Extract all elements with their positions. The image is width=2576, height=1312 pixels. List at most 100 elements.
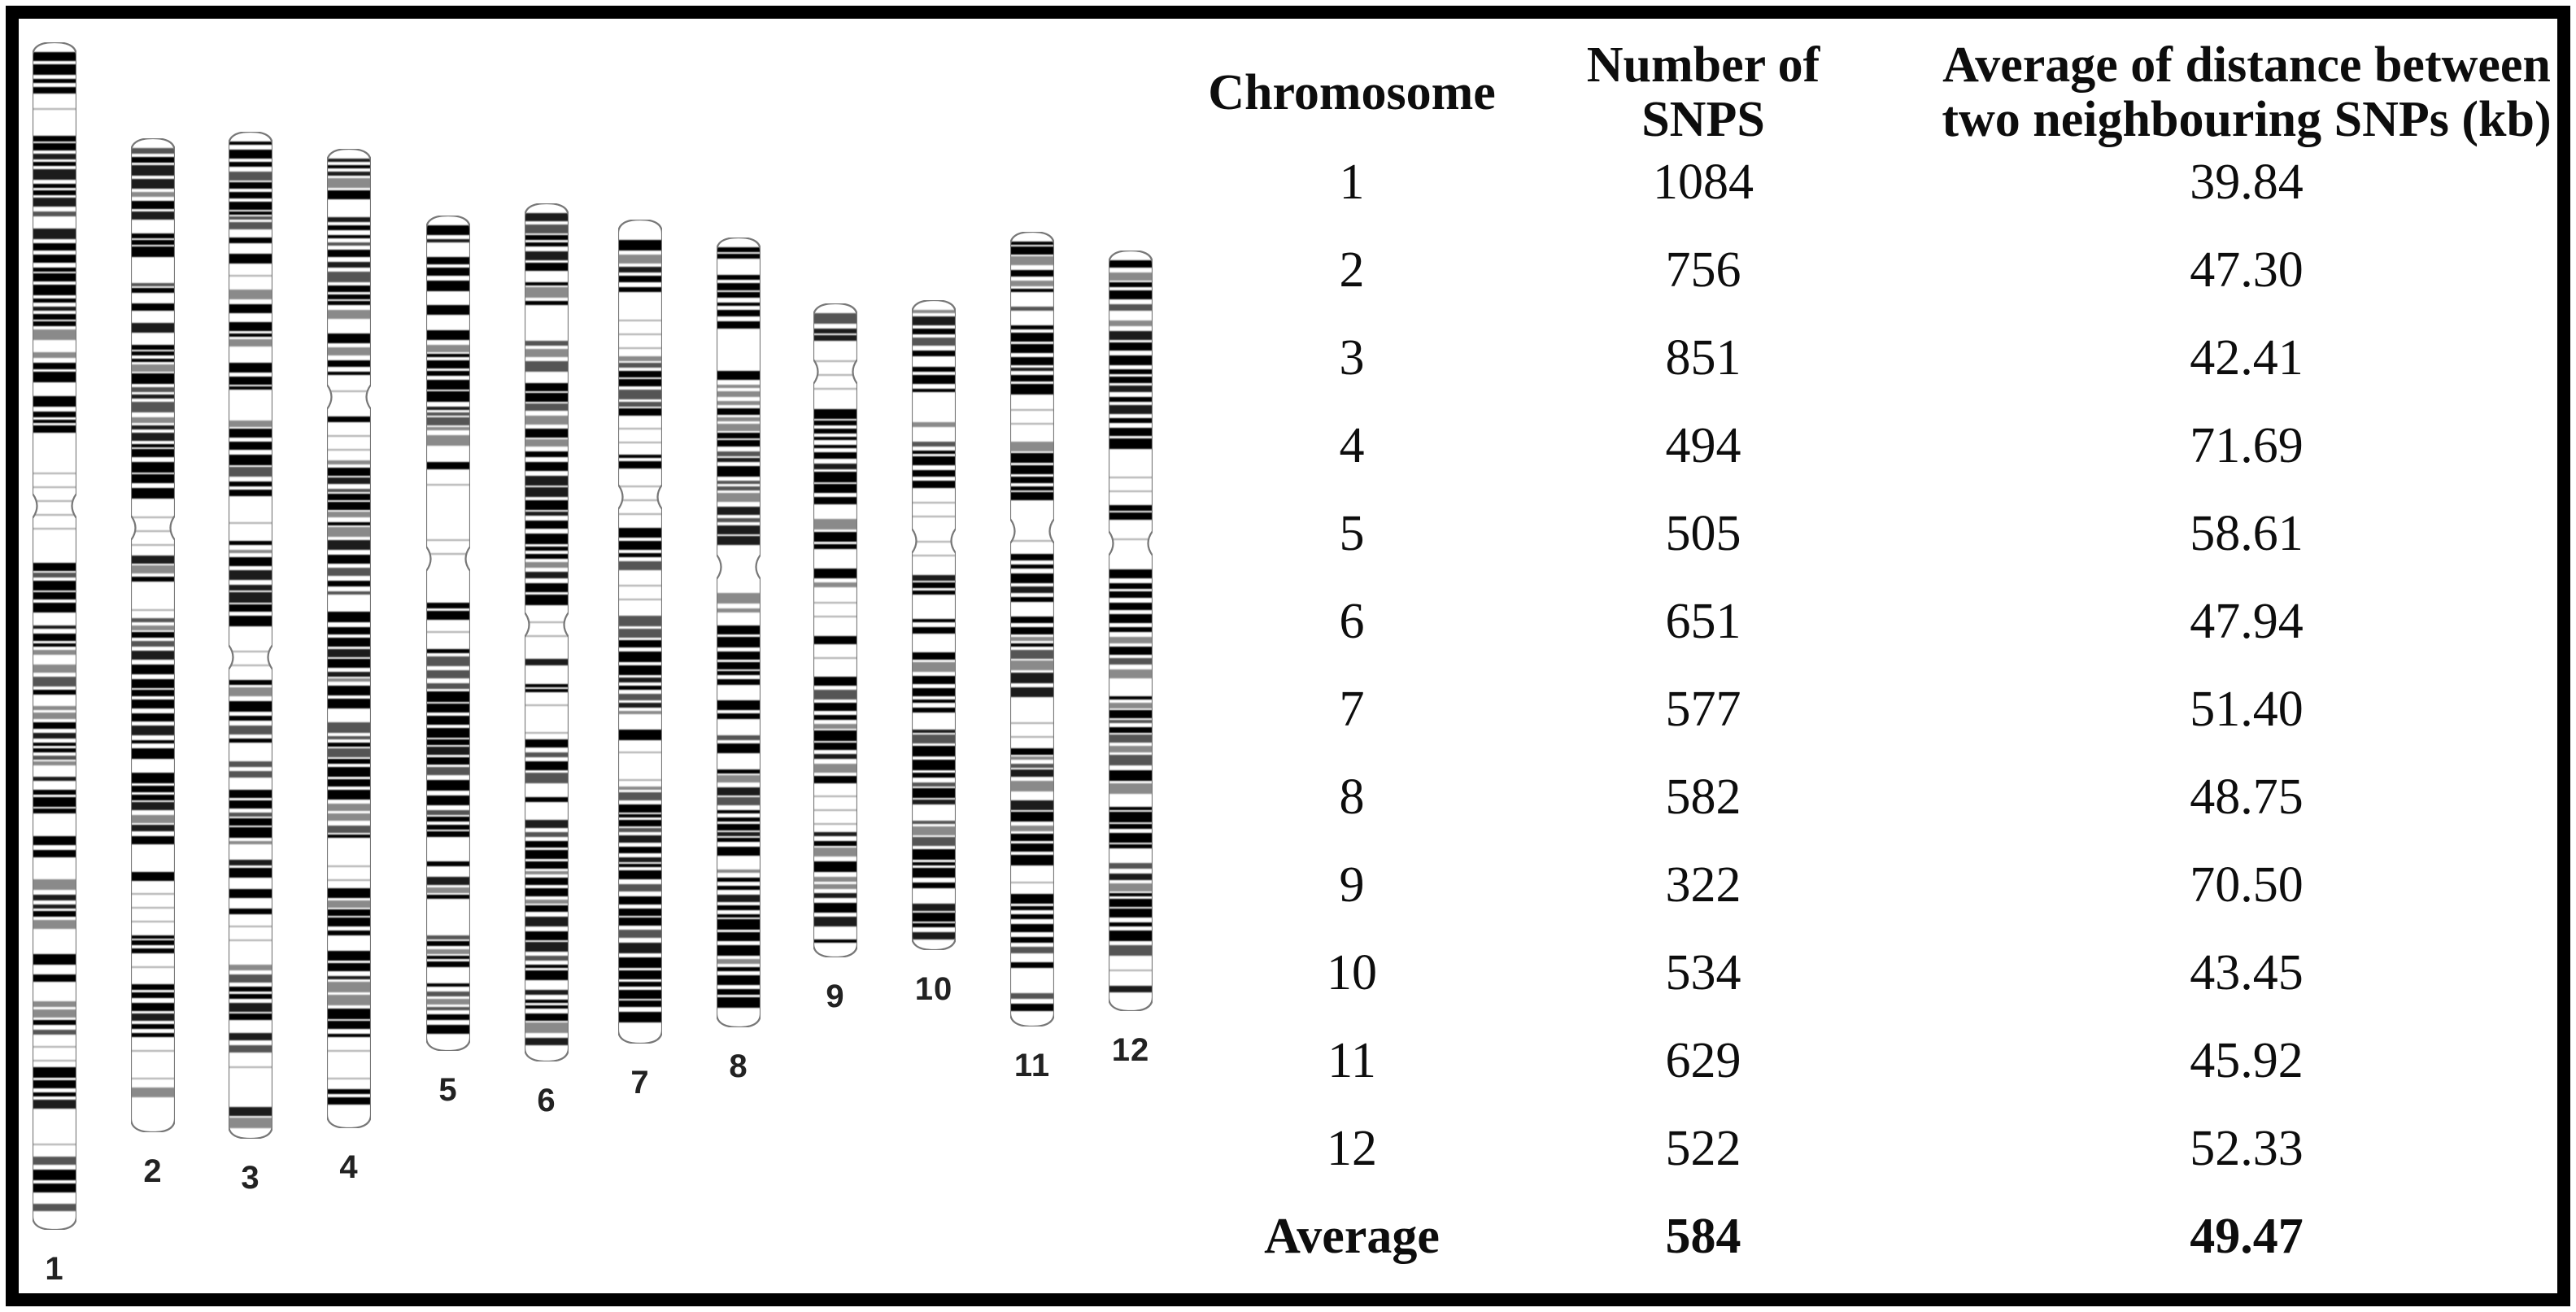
chromosome-10-bands bbox=[912, 310, 956, 939]
table-row-4-snp-count: 494 bbox=[1519, 402, 1887, 490]
cell-text: 5 bbox=[1339, 505, 1365, 561]
cell-text: 584 bbox=[1665, 1208, 1741, 1264]
chromosome-7-outline bbox=[618, 220, 662, 1044]
chromosome-6-label: 6 bbox=[537, 1083, 556, 1118]
chromosome-5-label: 5 bbox=[438, 1072, 458, 1108]
table-row-7-avg-distance: 51.40 bbox=[1887, 665, 2576, 753]
chromosome-1-label: 1 bbox=[45, 1251, 64, 1287]
chromosome-7-bands bbox=[618, 240, 662, 1022]
cell-text: Average bbox=[1264, 1208, 1440, 1264]
chromosome-11-label: 11 bbox=[1013, 1048, 1051, 1083]
chromosome-11-bands bbox=[1010, 242, 1054, 1011]
table-row-10-chromosome: 10 bbox=[1184, 929, 1519, 1017]
cell-text: 58.61 bbox=[2190, 505, 2304, 561]
chromosome-2-label: 2 bbox=[143, 1153, 163, 1189]
cell-text: 10 bbox=[1327, 944, 1377, 1000]
cell-text: 851 bbox=[1665, 329, 1741, 386]
chromosome-8-ideogram bbox=[717, 238, 761, 1027]
chromosome-6-outline bbox=[525, 203, 569, 1061]
cell-text: 6 bbox=[1339, 593, 1365, 649]
cell-text: 7 bbox=[1339, 681, 1365, 737]
cell-text: 1 bbox=[1339, 154, 1365, 210]
chromosome-3-label: 3 bbox=[241, 1160, 260, 1196]
cell-text: 47.30 bbox=[2190, 242, 2304, 298]
table-row-2-chromosome: 2 bbox=[1184, 226, 1519, 314]
cell-text: 49.47 bbox=[2190, 1208, 2304, 1264]
table-row-13-snp-count: 584 bbox=[1519, 1192, 1887, 1280]
cell-text: 9 bbox=[1339, 857, 1365, 913]
cell-text: 2 bbox=[1339, 242, 1365, 298]
cell-text: 534 bbox=[1665, 944, 1741, 1000]
chromosome-12-bands bbox=[1109, 260, 1153, 992]
chromosome-2-bands bbox=[131, 148, 175, 1097]
cell-text: 70.50 bbox=[2190, 857, 2304, 913]
chromosome-3-bands bbox=[229, 142, 272, 1128]
chromosome-9-label: 9 bbox=[826, 979, 845, 1014]
chromosome-10-ideogram bbox=[912, 300, 956, 950]
chromosome-1-ideogram bbox=[33, 42, 76, 1230]
table-row-6-avg-distance: 47.94 bbox=[1887, 578, 2576, 665]
cell-text: 11 bbox=[1327, 1032, 1376, 1088]
chromosome-8-label: 8 bbox=[729, 1048, 748, 1084]
table-row-8-avg-distance: 48.75 bbox=[1887, 753, 2576, 841]
cell-text: 651 bbox=[1665, 593, 1741, 649]
chromosome-10-outline bbox=[912, 300, 956, 950]
chromosome-7-ideogram bbox=[618, 220, 662, 1044]
chromosome-1-outline bbox=[33, 42, 76, 1230]
table-row-13-avg-distance: 49.47 bbox=[1887, 1192, 2576, 1280]
cell-text: 8 bbox=[1339, 769, 1365, 825]
table-row-10-avg-distance: 43.45 bbox=[1887, 929, 2576, 1017]
table-row-13-chromosome: Average bbox=[1184, 1192, 1519, 1280]
table-row-3-chromosome: 3 bbox=[1184, 314, 1519, 402]
chromosome-ideogram-panel: 1 2 3 4 5 6 7 8 9 10 11 12 bbox=[0, 0, 1188, 1312]
chromosome-5-bands bbox=[426, 225, 470, 1034]
chromosome-4-bands bbox=[327, 159, 371, 1105]
table-header-number-of-snps-text: Number of SNPS bbox=[1586, 37, 1820, 147]
cell-text: 494 bbox=[1665, 417, 1741, 473]
table-row-1-avg-distance: 39.84 bbox=[1887, 138, 2576, 226]
cell-text: 4 bbox=[1339, 417, 1365, 473]
chromosome-12-ideogram bbox=[1109, 251, 1153, 1011]
chromosome-4-label: 4 bbox=[339, 1149, 359, 1185]
chromosome-2-ideogram bbox=[131, 138, 175, 1132]
cell-text: 522 bbox=[1665, 1120, 1741, 1176]
cell-text: 39.84 bbox=[2190, 154, 2304, 210]
chromosome-12-outline bbox=[1109, 251, 1153, 1011]
chromosome-5-ideogram bbox=[426, 216, 470, 1051]
chromosome-2-outline bbox=[131, 138, 175, 1132]
chromosome-4-ideogram bbox=[327, 149, 371, 1128]
table-row-10-snp-count: 534 bbox=[1519, 929, 1887, 1017]
cell-text: 577 bbox=[1665, 681, 1741, 737]
table-row-9-snp-count: 322 bbox=[1519, 841, 1887, 929]
cell-text: 756 bbox=[1665, 242, 1741, 298]
chromosome-1-bands bbox=[33, 52, 76, 1211]
chromosome-4-outline bbox=[327, 149, 371, 1128]
chromosome-7-label: 7 bbox=[630, 1065, 650, 1101]
snp-table: Chromosome Number of SNPS Average of dis… bbox=[1184, 38, 2576, 1280]
table-row-11-snp-count: 629 bbox=[1519, 1017, 1887, 1105]
cell-text: 1084 bbox=[1653, 154, 1754, 210]
table-row-12-chromosome: 12 bbox=[1184, 1105, 1519, 1192]
cell-text: 629 bbox=[1665, 1032, 1741, 1088]
table-header-avg-distance: Average of distance between two neighbou… bbox=[1887, 38, 2576, 147]
table-header-number-of-snps: Number of SNPS bbox=[1519, 38, 1887, 147]
table-row-4-avg-distance: 71.69 bbox=[1887, 402, 2576, 490]
chromosome-3-outline bbox=[229, 132, 272, 1139]
cell-text: 45.92 bbox=[2190, 1032, 2304, 1088]
chromosome-9-outline bbox=[813, 303, 857, 957]
table-row-2-avg-distance: 47.30 bbox=[1887, 226, 2576, 314]
chromosome-8-bands bbox=[717, 247, 761, 1008]
table-row-4-chromosome: 4 bbox=[1184, 402, 1519, 490]
chromosome-12-label: 12 bbox=[1111, 1032, 1150, 1068]
table-row-5-avg-distance: 58.61 bbox=[1887, 490, 2576, 578]
table-row-11-avg-distance: 45.92 bbox=[1887, 1017, 2576, 1105]
table-row-9-avg-distance: 70.50 bbox=[1887, 841, 2576, 929]
cell-text: 47.94 bbox=[2190, 593, 2304, 649]
cell-text: 322 bbox=[1665, 857, 1741, 913]
chromosome-6-bands bbox=[525, 213, 569, 1045]
table-row-5-snp-count: 505 bbox=[1519, 490, 1887, 578]
cell-text: 505 bbox=[1665, 505, 1741, 561]
cell-text: 43.45 bbox=[2190, 944, 2304, 1000]
cell-text: 52.33 bbox=[2190, 1120, 2304, 1176]
